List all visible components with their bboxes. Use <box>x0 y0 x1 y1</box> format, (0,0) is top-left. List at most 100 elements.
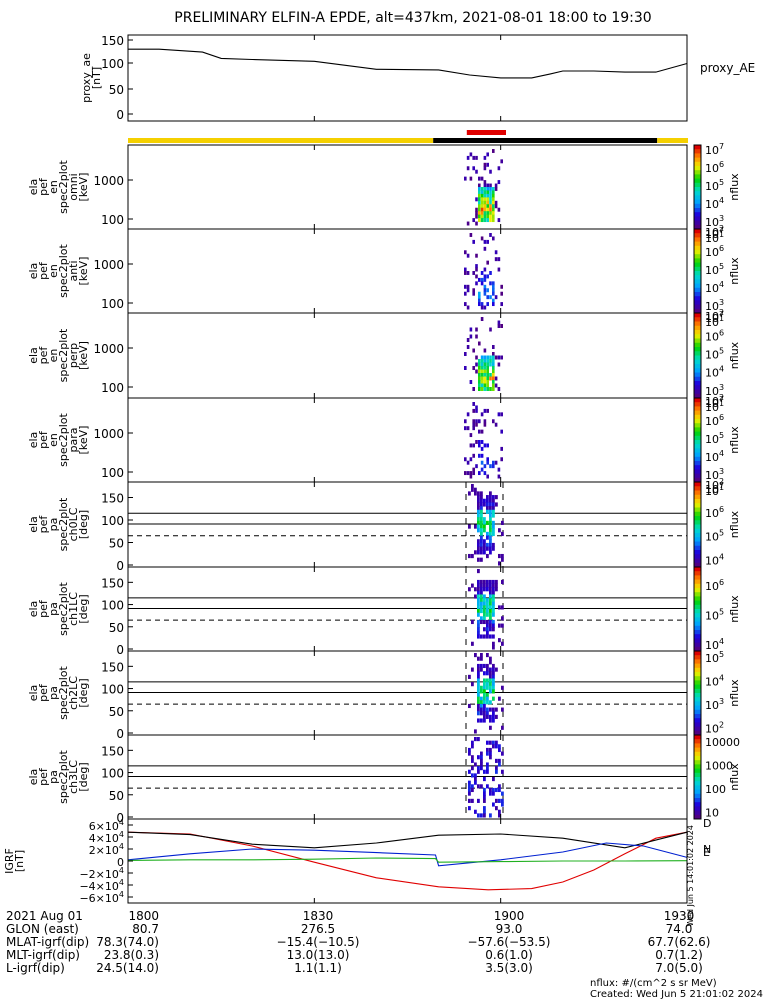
spectrogram-cell <box>498 605 501 610</box>
spectrogram-cell <box>492 298 495 303</box>
colorbar-cell <box>694 490 701 496</box>
spectrogram-cell <box>489 207 492 212</box>
colorbar-cell <box>694 452 701 458</box>
y-axis-label: en <box>47 264 60 278</box>
spectrogram-cell <box>475 334 478 339</box>
spectrogram-cell <box>498 747 501 753</box>
spectrogram-cell <box>477 550 480 555</box>
spectrogram-cell <box>486 685 489 690</box>
spectrogram-cell <box>464 267 467 272</box>
spectrogram-cell <box>489 233 492 237</box>
spectrogram-cell <box>489 791 492 796</box>
pitch-tick: 50 <box>109 537 124 551</box>
spectrogram-cell <box>489 725 492 730</box>
colorbar-cell <box>694 798 701 803</box>
spectrogram-cell <box>486 387 489 391</box>
spectrogram-cell <box>468 751 471 756</box>
spectrogram-cell <box>492 546 495 551</box>
spectrogram-cell <box>480 176 484 181</box>
colorbar-cell <box>694 739 701 744</box>
spectrogram-cell <box>472 288 475 293</box>
spectrogram-cell <box>483 627 486 632</box>
spectrogram-cell <box>480 707 483 712</box>
colorbar-cell <box>694 613 701 618</box>
igrf-series-D <box>127 831 688 891</box>
time-row-label: GLON (east) <box>6 922 79 936</box>
spectrogram-cell <box>480 535 483 540</box>
pitch-tick: 100 <box>101 514 124 528</box>
spectrogram-cell <box>498 638 501 643</box>
spectrogram-cell <box>480 305 484 310</box>
colorbar-cell <box>694 533 701 538</box>
spectrogram-cell <box>492 674 495 679</box>
y-axis-label: spec2plot <box>57 497 70 551</box>
spectrogram-cell <box>492 520 495 525</box>
spectrogram-cell <box>483 718 486 723</box>
spectrogram-cell <box>478 383 481 388</box>
pitch-tick: 100 <box>101 599 124 613</box>
spectrogram-cell <box>489 183 492 188</box>
spectrogram-cell <box>494 422 498 427</box>
spectrogram-cell <box>483 682 486 687</box>
spectrogram-cell <box>477 542 480 548</box>
spectrogram-cell <box>480 700 483 705</box>
spectrogram-cell <box>489 509 492 514</box>
spectrogram-cell <box>486 693 489 698</box>
colorbar-cell <box>694 701 701 707</box>
spectrogram-cell <box>464 419 467 424</box>
colorbar-label: nflux <box>728 426 741 454</box>
spectrogram-cell <box>478 440 481 444</box>
spectrogram-cell <box>486 714 489 719</box>
colorbar-tick: 103 <box>705 298 724 313</box>
spectrogram-cell <box>483 376 487 381</box>
spectrogram-cell <box>480 302 484 307</box>
colorbar-cell <box>694 714 701 719</box>
igrf-series-N <box>127 842 688 867</box>
pitch-tick: 0 <box>116 643 124 657</box>
spectrogram-cell <box>495 766 498 771</box>
colorbar-tick: 104 <box>705 280 724 295</box>
spectrogram-cell <box>480 506 483 511</box>
spectrogram-cell <box>477 517 480 522</box>
spectrogram-cell <box>483 663 486 669</box>
spectrogram-cell <box>471 583 474 588</box>
colorbar-cell <box>694 571 701 576</box>
colorbar-tick: 101 <box>705 399 724 414</box>
spectrogram-cell <box>477 524 480 529</box>
spectrogram-cell <box>492 587 495 592</box>
spectrogram-cell <box>480 605 483 610</box>
proxy-ae-tick: 150 <box>101 34 124 48</box>
spectrogram-cell <box>480 218 484 223</box>
colorbar-tick: 107 <box>705 310 724 325</box>
y-axis-label: [keV] <box>77 341 90 370</box>
colorbar-cell <box>694 296 701 301</box>
spectrogram-cell <box>483 387 487 391</box>
spectrogram-cell <box>486 474 489 479</box>
colorbar-cell <box>694 477 701 483</box>
spectrogram-cell <box>492 380 495 384</box>
colorbar-cell <box>694 237 701 243</box>
colorbar-cell <box>694 494 701 500</box>
spectrogram-cell <box>472 443 475 448</box>
spectrogram-cell <box>486 193 489 198</box>
spectrogram-cell <box>483 355 487 360</box>
spectrogram-cell <box>475 221 478 226</box>
colorbar-cell <box>694 216 701 222</box>
spectrogram-cell <box>486 366 489 370</box>
spectrogram-cell <box>497 166 501 171</box>
spectrogram-cell <box>480 190 484 195</box>
spectrogram-cell <box>489 214 492 219</box>
pitch-tick: 50 <box>109 789 124 803</box>
spectrogram-cell <box>489 787 492 793</box>
spectrogram-cell <box>480 197 484 202</box>
spectrogram-cell <box>469 471 473 476</box>
spectrogram-cell <box>478 369 481 374</box>
spectrogram-cell <box>492 302 495 307</box>
spectrogram-cell <box>501 707 504 712</box>
spectrogram-cell <box>477 612 480 617</box>
colorbar-cell <box>694 600 701 606</box>
spectrogram-cell <box>483 594 486 599</box>
spectrogram-cell <box>475 405 478 410</box>
colorbar-cell <box>694 760 701 765</box>
